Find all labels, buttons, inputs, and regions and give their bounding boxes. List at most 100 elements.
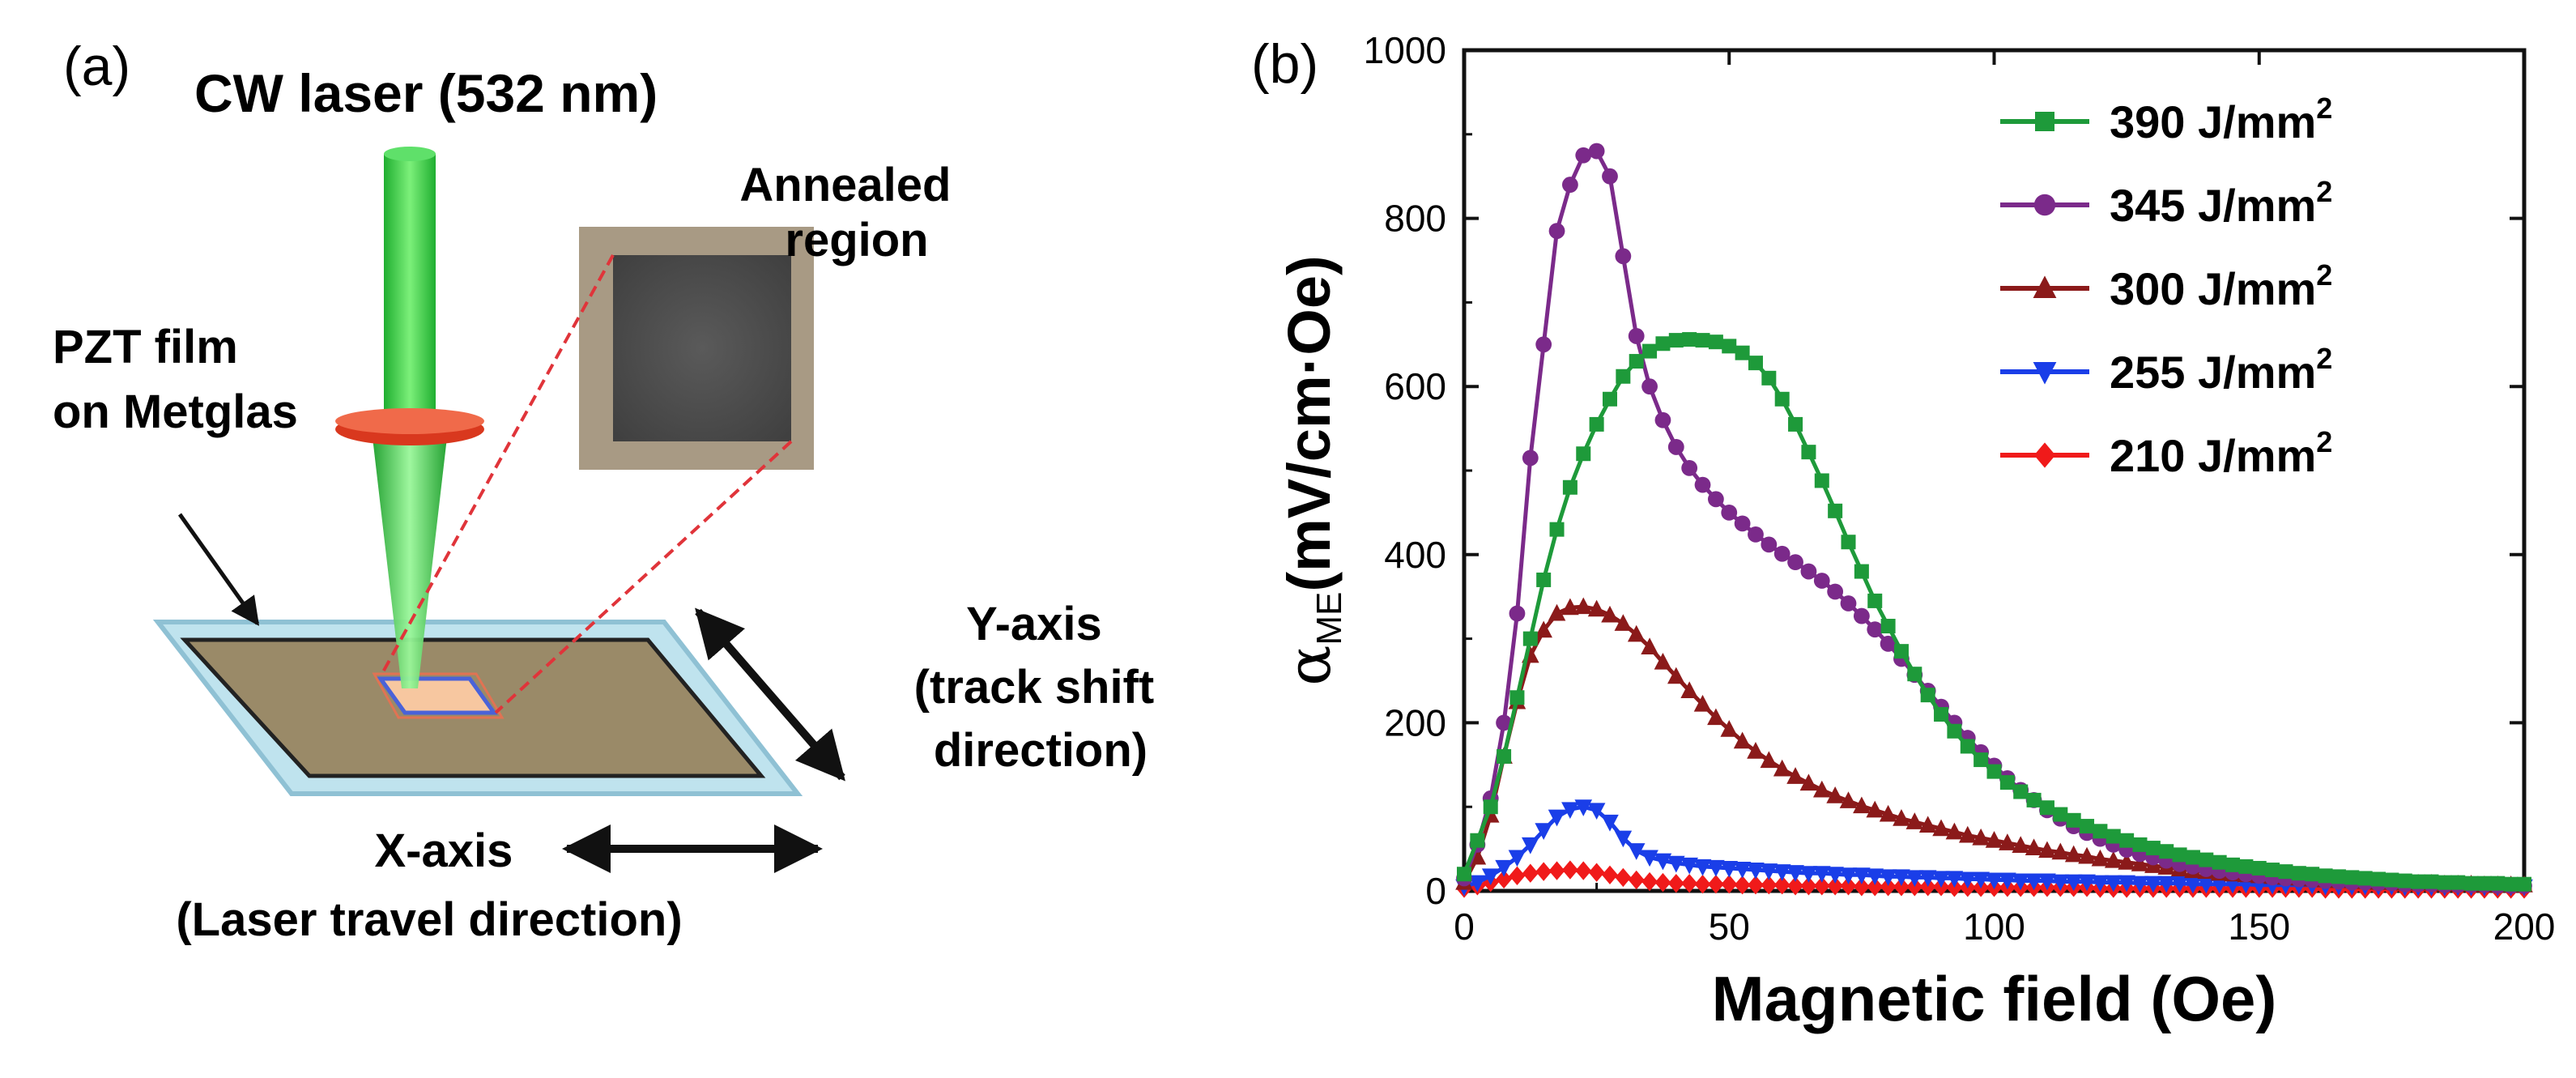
- data-point: [1721, 874, 1738, 894]
- data-point: [1548, 809, 1566, 827]
- data-point: [1840, 876, 1857, 896]
- data-point: [2437, 875, 2452, 890]
- data-point: [1522, 837, 1539, 854]
- data-point: [1733, 862, 1752, 879]
- data-point: [1535, 823, 1552, 840]
- data-point: [1826, 867, 1844, 884]
- data-point: [1602, 865, 1618, 884]
- data-point: [1535, 336, 1552, 353]
- data-point: [1681, 873, 1698, 893]
- data-point: [1733, 731, 1752, 749]
- data-point: [1786, 865, 1804, 882]
- data-point: [1920, 688, 1935, 703]
- data-point: [2119, 833, 2135, 848]
- data-point: [1748, 356, 1763, 371]
- data-point: [1509, 690, 1525, 705]
- data-point: [1893, 877, 1910, 897]
- data-point: [1496, 714, 1512, 731]
- data-point: [1972, 871, 1990, 889]
- series-300: [1455, 597, 2533, 893]
- data-point: [2064, 874, 2083, 892]
- data-point: [1548, 603, 1566, 621]
- data-point: [1694, 476, 1711, 493]
- data-point: [1535, 862, 1552, 881]
- legend-label: 390 J/mm2: [2110, 92, 2332, 147]
- y-tick-label: 1000: [1364, 29, 1446, 71]
- data-point: [1945, 822, 1964, 840]
- data-point: [1576, 446, 1591, 462]
- data-point: [2397, 873, 2412, 888]
- data-point: [1866, 868, 1884, 886]
- data-point: [1974, 752, 1989, 768]
- data-point: [1972, 828, 1990, 846]
- data-point: [2106, 829, 2121, 844]
- series-line-390: [1462, 337, 2524, 887]
- data-point: [2118, 853, 2135, 870]
- data-point: [1708, 334, 1723, 350]
- data-point: [1720, 720, 1739, 737]
- data-point: [1627, 843, 1646, 860]
- data-point: [1562, 479, 1578, 495]
- data-point: [1680, 681, 1698, 698]
- data-point: [2172, 847, 2187, 863]
- data-point: [2051, 842, 2070, 860]
- data-point: [1773, 545, 1790, 562]
- data-point: [1562, 860, 1578, 880]
- data-point: [1522, 450, 1539, 467]
- data-point: [2104, 875, 2123, 893]
- data-point: [1693, 694, 1712, 712]
- data-point: [2078, 874, 2096, 892]
- laser-title: CW laser (532 nm): [194, 63, 658, 123]
- data-point: [1574, 799, 1593, 816]
- data-point: [1747, 741, 1765, 759]
- data-point: [1932, 871, 1950, 888]
- data-point: [2093, 824, 2108, 839]
- data-point: [1561, 598, 1579, 616]
- data-point: [1481, 868, 1500, 886]
- data-point: [1509, 866, 1526, 886]
- data-point: [1918, 816, 1937, 833]
- legend-label: 300 J/mm2: [2110, 258, 2332, 314]
- x-tick-label: 50: [1709, 905, 1750, 948]
- data-point: [1905, 812, 1924, 829]
- data-point: [1760, 863, 1778, 880]
- data-point: [1918, 870, 1937, 888]
- legend-entry-300: 300 J/mm2: [2000, 258, 2332, 314]
- data-point: [2131, 854, 2149, 871]
- data-point: [1880, 619, 1896, 634]
- data-point: [1827, 583, 1844, 600]
- data-point: [1999, 833, 2016, 850]
- x-tick-label: 100: [1963, 905, 2025, 948]
- data-point: [2490, 876, 2506, 891]
- data-point: [1840, 595, 1857, 611]
- data-point: [2078, 846, 2096, 864]
- data-point: [1574, 597, 1593, 615]
- data-point: [1616, 369, 1631, 384]
- y-axis-label: Y-axis (track shift direction): [914, 598, 1168, 777]
- data-point: [2053, 807, 2068, 822]
- data-point: [1707, 859, 1725, 877]
- data-point: [1628, 870, 1645, 890]
- data-point: [1720, 860, 1739, 878]
- data-point: [1773, 864, 1791, 881]
- data-point: [1734, 876, 1751, 895]
- data-point: [2503, 876, 2519, 892]
- data-point: [1641, 378, 1658, 395]
- data-point: [1627, 624, 1646, 642]
- y-axis-arrow: [695, 607, 845, 782]
- data-point: [1813, 876, 1830, 896]
- data-point: [1575, 147, 1592, 164]
- data-point: [1748, 526, 1764, 543]
- data-point: [1893, 809, 1910, 826]
- panel-a-label: (a): [63, 36, 130, 97]
- data-point: [1535, 620, 1552, 638]
- data-point: [2225, 857, 2241, 872]
- data-point: [1999, 872, 2016, 890]
- annealed-label: Annealed region: [739, 159, 964, 266]
- data-point: [1839, 791, 1858, 808]
- legend-entry-210: 210 J/mm2: [2000, 425, 2332, 481]
- data-point: [2212, 854, 2227, 870]
- y-tick-label: 0: [1425, 870, 1446, 912]
- data-point: [1588, 863, 1605, 882]
- data-point: [1826, 786, 1844, 803]
